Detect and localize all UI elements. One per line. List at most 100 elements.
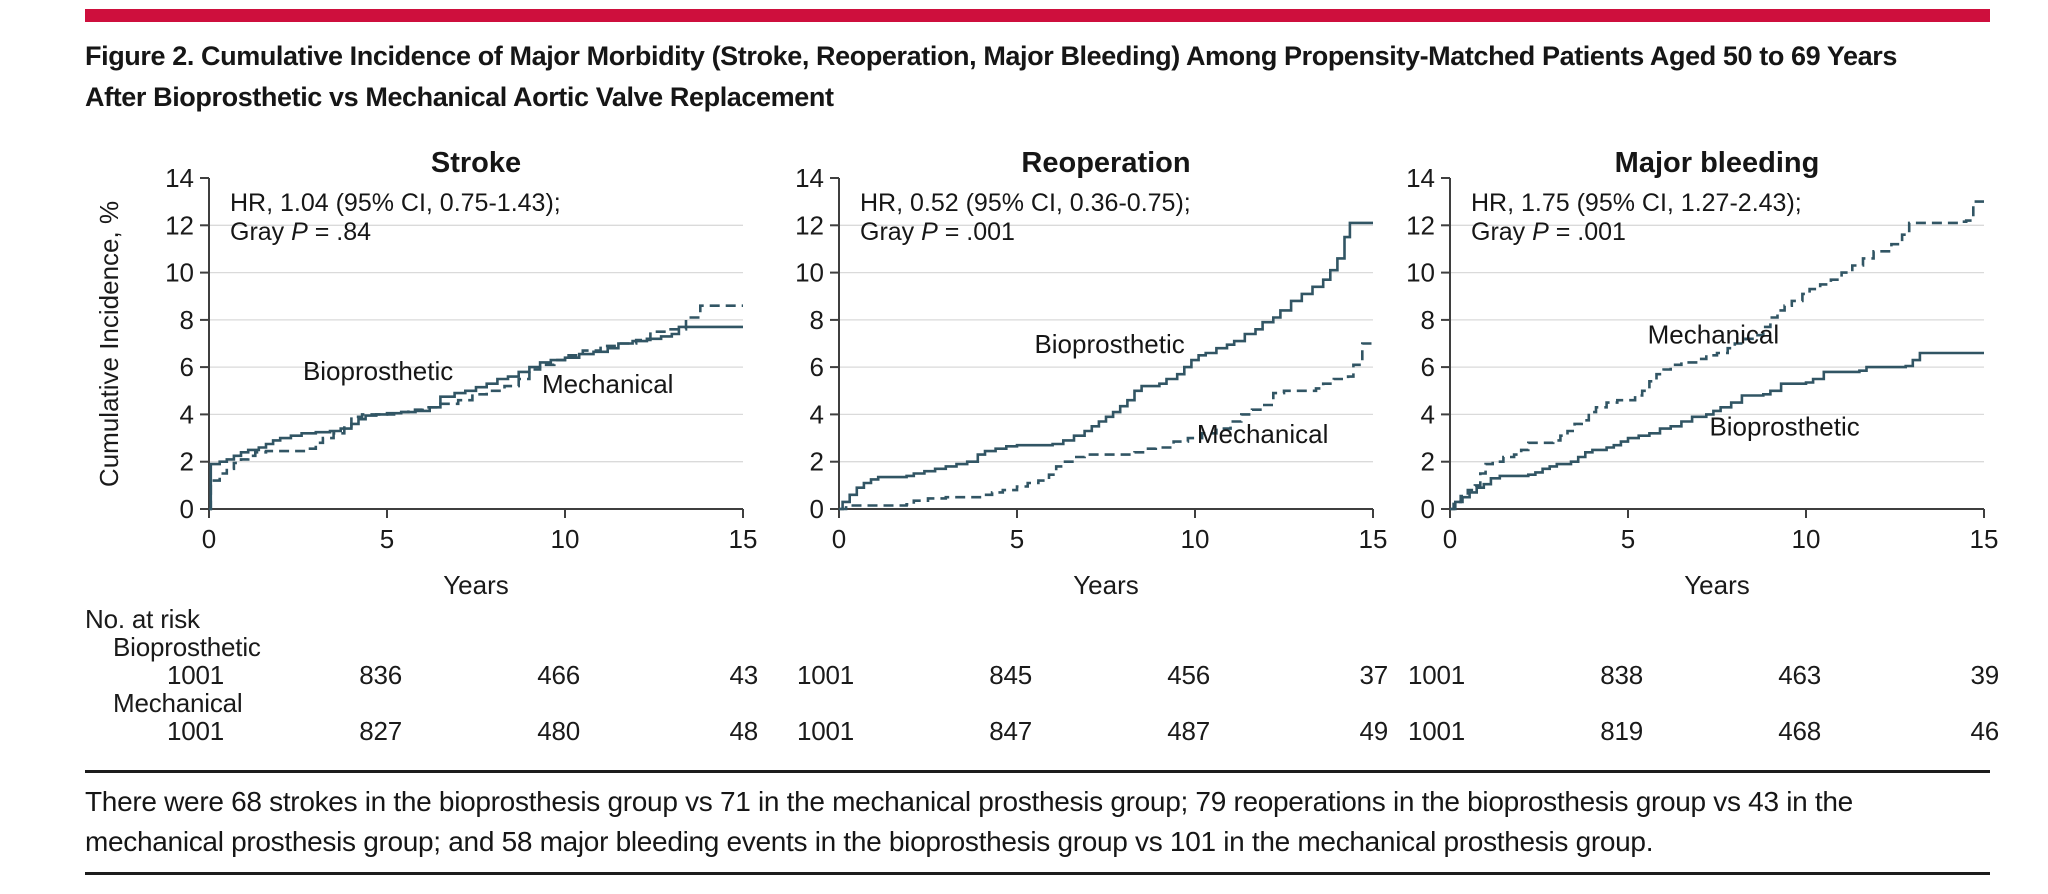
series-label-bioprosthetic: Bioprosthetic [1034, 329, 1184, 359]
x-axis-label: Years [1073, 570, 1139, 600]
x-tick-label: 15 [1970, 524, 1999, 554]
x-tick-label: 0 [1443, 524, 1457, 554]
series-label-bioprosthetic: Bioprosthetic [303, 356, 453, 386]
x-tick-label: 15 [729, 524, 758, 554]
y-tick-label: 10 [165, 258, 194, 288]
y-axis-label: Cumulative Incidence, % [94, 201, 124, 487]
y-tick-label: 14 [1406, 163, 1435, 193]
series-label-mechanical: Mechanical [1648, 320, 1780, 350]
y-tick-label: 10 [1406, 258, 1435, 288]
figure-title-line1: Figure 2. Cumulative Incidence of Major … [85, 41, 1897, 71]
chart-title: Stroke [431, 147, 521, 179]
y-tick-label: 2 [1421, 447, 1435, 477]
chart-title: Major bleeding [1615, 147, 1820, 179]
series-line-bioprosthetic [209, 325, 743, 511]
chart-major-bleeding: 0 2 4 6 8 10 12 14 0 5 10 15 Major bleeding Years HR, … [1406, 147, 1998, 600]
series-line-mechanical [209, 304, 743, 511]
charts-canvas: 0 2 4 6 8 10 12 14 0 5 10 15 Stroke Years Cumulative I… [94, 147, 1998, 600]
series-line-mechanical [1450, 200, 1984, 511]
figure-caption: There were 68 strokes in the bioprosthes… [85, 786, 1853, 857]
risk-value: 43 [729, 660, 758, 690]
risk-value: 1001 [1407, 660, 1465, 690]
risk-value: 1001 [166, 716, 224, 746]
series-label-mechanical: Mechanical [1197, 419, 1329, 449]
risk-value: 49 [1359, 716, 1388, 746]
annotation-hr: HR, 1.04 (95% CI, 0.75-1.43); [230, 189, 561, 217]
caption-bottom-rule [85, 872, 1990, 875]
chart-stroke: 0 2 4 6 8 10 12 14 0 5 10 15 Stroke Years Cumulative I… [94, 147, 757, 600]
risk-value: 46 [1970, 716, 1999, 746]
chart-reoperation: 0 2 4 6 8 10 12 14 0 5 10 15 Reoperation Years HR, 0.5… [795, 147, 1387, 600]
y-tick-label: 2 [180, 447, 194, 477]
figure-title: Figure 2. Cumulative Incidence of Major … [85, 36, 2045, 118]
figure-title-line2: After Bioprosthetic vs Mechanical Aortic… [85, 82, 834, 112]
risk-value: 827 [359, 716, 402, 746]
y-tick-label: 14 [165, 163, 194, 193]
risk-value: 37 [1359, 660, 1388, 690]
annotation-p: Gray P = .84 [230, 218, 371, 246]
risk-table-header: No. at risk [85, 604, 200, 634]
y-tick-label: 8 [1421, 305, 1435, 335]
annotation-hr: HR, 1.75 (95% CI, 1.27-2.43); [1471, 189, 1802, 217]
series-line-bioprosthetic [1450, 351, 1984, 511]
y-tick-label: 8 [180, 305, 194, 335]
y-tick-label: 4 [810, 399, 824, 429]
risk-value: 836 [359, 660, 402, 690]
y-tick-label: 4 [180, 399, 194, 429]
x-tick-label: 5 [380, 524, 394, 554]
accent-bar [85, 9, 1990, 22]
series-line-bioprosthetic [839, 221, 1373, 511]
risk-value: 847 [989, 716, 1032, 746]
y-tick-label: 0 [1421, 494, 1435, 524]
y-tick-label: 10 [795, 258, 824, 288]
risk-value: 1001 [166, 660, 224, 690]
y-tick-label: 2 [810, 447, 824, 477]
chart-title: Reoperation [1021, 147, 1190, 179]
x-axis-label: Years [443, 570, 509, 600]
y-tick-label: 0 [180, 494, 194, 524]
x-axis-label: Years [1684, 570, 1750, 600]
risk-value: 480 [537, 716, 580, 746]
risk-row-label-mechanical: Mechanical [113, 688, 243, 718]
x-tick-label: 0 [832, 524, 846, 554]
y-tick-label: 6 [1421, 352, 1435, 382]
y-tick-label: 12 [1406, 210, 1435, 240]
series-label-bioprosthetic: Bioprosthetic [1709, 412, 1859, 442]
annotation-p: Gray P = .001 [860, 218, 1015, 246]
y-tick-label: 14 [795, 163, 824, 193]
risk-value: 1001 [796, 716, 854, 746]
series-label-mechanical: Mechanical [542, 369, 674, 399]
y-tick-label: 12 [795, 210, 824, 240]
annotation-hr: HR, 0.52 (95% CI, 0.36-0.75); [860, 189, 1191, 217]
y-tick-label: 0 [810, 494, 824, 524]
x-tick-label: 5 [1621, 524, 1635, 554]
risk-value: 487 [1167, 716, 1210, 746]
risk-value: 819 [1600, 716, 1643, 746]
risk-value: 463 [1778, 660, 1821, 690]
caption-top-rule [85, 770, 1990, 773]
risk-value: 838 [1600, 660, 1643, 690]
risk-row-label-bioprosthetic: Bioprosthetic [113, 632, 261, 662]
risk-value: 466 [537, 660, 580, 690]
risk-value: 39 [1970, 660, 1999, 690]
annotation-p: Gray P = .001 [1471, 218, 1626, 246]
x-tick-label: 0 [202, 524, 216, 554]
x-tick-label: 10 [551, 524, 580, 554]
risk-value: 1001 [796, 660, 854, 690]
risk-value: 1001 [1407, 716, 1465, 746]
risk-value: 456 [1167, 660, 1210, 690]
y-tick-label: 6 [180, 352, 194, 382]
risk-value: 48 [729, 716, 758, 746]
risk-value: 468 [1778, 716, 1821, 746]
y-tick-label: 8 [810, 305, 824, 335]
x-tick-label: 10 [1181, 524, 1210, 554]
y-tick-label: 4 [1421, 399, 1435, 429]
x-tick-label: 5 [1010, 524, 1024, 554]
risk-value: 845 [989, 660, 1032, 690]
y-tick-label: 12 [165, 210, 194, 240]
series-line-mechanical [839, 342, 1373, 511]
x-tick-label: 15 [1359, 524, 1388, 554]
y-tick-label: 6 [810, 352, 824, 382]
x-tick-label: 10 [1792, 524, 1821, 554]
